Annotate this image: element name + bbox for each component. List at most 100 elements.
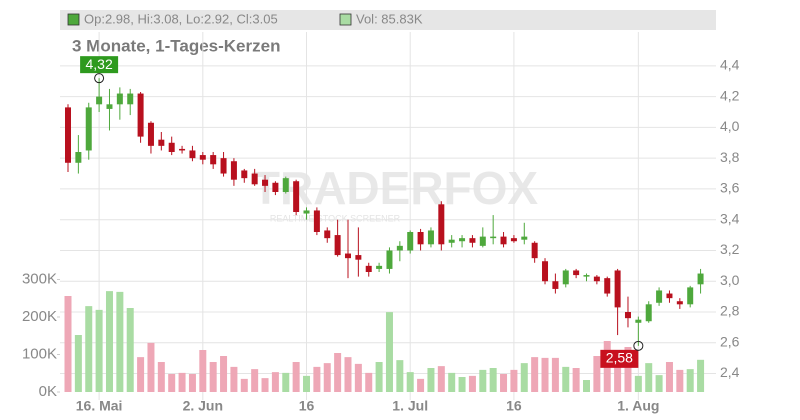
volume-bar — [645, 363, 653, 392]
y-tick-label: 2,8 — [720, 303, 740, 319]
y-tick-label: 3,0 — [720, 272, 740, 288]
volume-bar — [209, 362, 217, 392]
legend-ohlc: Op:2.98, Hi:3.08, Lo:2.92, Cl:3.05 — [84, 11, 278, 26]
candle-body — [676, 301, 683, 305]
candle-body — [334, 235, 341, 256]
volume-bar — [137, 357, 145, 392]
candle-body — [500, 236, 507, 245]
volume-bar — [303, 375, 311, 392]
volume-bar — [64, 296, 72, 392]
volume-bar — [157, 362, 165, 392]
volume-bar — [365, 372, 373, 392]
candle-body — [438, 204, 445, 245]
candle-body — [562, 270, 569, 285]
candle-body — [85, 107, 92, 151]
volume-bar — [105, 291, 113, 392]
volume-bar — [375, 362, 383, 392]
candle-body — [137, 93, 144, 137]
candle-body — [365, 265, 372, 272]
candle-body — [293, 181, 300, 212]
volume-bar — [126, 308, 134, 392]
volume-bar — [468, 375, 476, 392]
candle-body — [645, 304, 652, 322]
candle-body — [614, 270, 621, 308]
volume-bar — [479, 369, 487, 392]
y2-tick-label: 300K — [22, 270, 57, 287]
y-tick-label: 3,4 — [720, 210, 740, 226]
candle-body — [656, 290, 663, 303]
volume-bar — [354, 363, 362, 392]
candle-body — [355, 255, 362, 260]
y-tick-label: 4,2 — [720, 87, 740, 103]
candle-body — [147, 122, 154, 146]
volume-bar — [676, 369, 684, 392]
volume-bar — [251, 369, 259, 392]
min-label-box — [600, 349, 639, 368]
candle-body — [573, 270, 580, 276]
candle-body — [687, 287, 694, 305]
candle-body — [531, 242, 538, 259]
candle-body — [479, 236, 486, 246]
chart-title: 3 Monate, 1-Tages-Kerzen — [72, 36, 280, 55]
candle-body — [459, 238, 466, 242]
volume-bar — [385, 312, 393, 392]
volume-bar — [85, 306, 93, 392]
y2-tick-label: 100K — [22, 345, 57, 362]
y-tick-label: 4,0 — [720, 118, 740, 134]
candle-body — [65, 107, 71, 163]
candle-body — [199, 155, 206, 160]
candle-body — [417, 232, 424, 245]
legend-swatch — [339, 13, 352, 26]
candle-body — [189, 150, 196, 159]
candle-body — [158, 139, 165, 146]
candle-body — [427, 230, 434, 245]
candle-body — [168, 142, 175, 152]
max-label-box — [80, 56, 119, 74]
volume-bar — [614, 350, 622, 392]
volume-bar — [261, 378, 269, 392]
volume-bar — [500, 374, 508, 392]
y-tick-label: 2,6 — [720, 333, 740, 349]
volume-bar — [147, 342, 155, 392]
volume-bar — [562, 366, 570, 392]
volume-bar — [292, 362, 300, 392]
volume-bar — [697, 359, 705, 392]
y-tick-label: 3,8 — [720, 149, 740, 165]
volume-bar — [520, 363, 528, 392]
y-tick-label: 3,6 — [720, 180, 740, 196]
candle-body — [583, 275, 590, 277]
volume-bar — [95, 309, 103, 392]
candle-body — [490, 236, 497, 239]
y2-tick-label: 200K — [22, 308, 57, 325]
volume-bar — [417, 378, 425, 392]
candle-body — [593, 276, 600, 282]
candle-body — [510, 238, 517, 242]
candle-body — [220, 158, 227, 174]
volume-bar — [396, 360, 404, 392]
x-tick-label: 16 — [299, 398, 315, 414]
min-label: 2,58 — [606, 350, 633, 366]
volume-bar — [199, 350, 207, 392]
x-tick-label: 2. Jun — [183, 398, 223, 414]
volume-bar — [282, 372, 290, 392]
candle-body — [251, 173, 258, 185]
volume-bar — [458, 377, 466, 392]
candle-body — [106, 104, 113, 109]
volume-bar — [531, 357, 539, 392]
volume-bar — [188, 374, 196, 392]
candle-body — [96, 96, 103, 105]
x-tick-label: 16. Mai — [76, 398, 123, 414]
candle-body — [697, 273, 704, 285]
legend-bar — [60, 10, 716, 30]
volume-bar — [427, 368, 435, 392]
watermark: TRADERFOX — [252, 162, 539, 214]
volume-bar — [489, 368, 497, 392]
volume-bar — [593, 356, 601, 392]
candle-body — [552, 281, 559, 289]
volume-bar — [406, 372, 414, 392]
volume-bar — [178, 372, 186, 392]
y-tick-label: 2,4 — [720, 364, 740, 380]
volume-bar — [541, 357, 549, 392]
candle-body — [521, 236, 528, 240]
